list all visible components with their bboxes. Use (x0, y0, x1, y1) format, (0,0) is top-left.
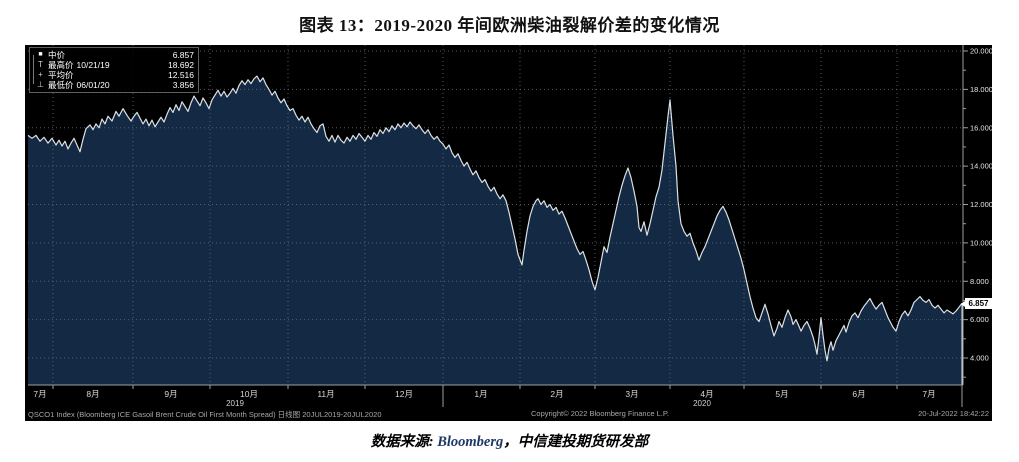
legend-value: 3.856 (172, 80, 194, 90)
legend-label: 平均价 (48, 70, 74, 80)
bloomberg-chart: 20.000 18.000 16.000 14.000 12.000 10.000 8.00… (25, 45, 992, 421)
svg-text:14.000: 14.000 (970, 162, 992, 171)
legend-label: 最低价 (48, 80, 74, 90)
svg-text:6月: 6月 (852, 389, 865, 399)
svg-text:8.000: 8.000 (970, 277, 989, 286)
source-prefix: 数据来源: (370, 434, 438, 450)
svg-text:2019: 2019 (226, 399, 244, 408)
legend-row-mid: ■ 中价 6.857 (36, 50, 194, 60)
svg-text:18.000: 18.000 (970, 85, 992, 94)
svg-text:6.000: 6.000 (970, 315, 989, 324)
svg-text:16.000: 16.000 (970, 123, 992, 132)
legend-row-low: ⊥ 最低价 06/01/20 3.856 (36, 80, 194, 90)
legend-date: 06/01/20 (76, 80, 110, 90)
data-source-caption: 数据来源: Bloomberg，中信建投期货研发部 (0, 430, 1019, 451)
mid-price-marker-icon: ■ (38, 51, 43, 58)
svg-text:10月: 10月 (240, 389, 258, 399)
svg-text:4月: 4月 (700, 389, 713, 399)
svg-text:9月: 9月 (164, 389, 177, 399)
svg-text:7月: 7月 (33, 389, 46, 399)
svg-text:20.000: 20.000 (970, 47, 992, 56)
legend-value: 12.516 (168, 70, 194, 80)
timestamp: 20-Jul-2022 18:42:22 (918, 409, 989, 418)
svg-text:7月: 7月 (922, 389, 935, 399)
last-price-badge: 6.857 (961, 298, 992, 309)
high-price-marker-icon: T (38, 60, 43, 69)
legend-value: 6.857 (172, 50, 194, 60)
legend-label: 最高价 (48, 60, 74, 70)
legend-value: 18.692 (168, 60, 194, 70)
svg-text:1月: 1月 (474, 389, 487, 399)
figure-title: 图表 13：2019-2020 年间欧洲柴油裂解价差的变化情况 (299, 16, 720, 35)
svg-text:8月: 8月 (86, 389, 99, 399)
svg-text:12.000: 12.000 (970, 200, 992, 209)
chart-legend: ■ 中价 6.857 T 最高价 10/21/19 18.692 + 平均价 1… (29, 47, 199, 93)
svg-text:3月: 3月 (625, 389, 638, 399)
source-name: Bloomberg (437, 434, 504, 450)
svg-text:10.000: 10.000 (970, 238, 992, 247)
legend-label: 中价 (48, 50, 66, 60)
svg-text:11月: 11月 (317, 389, 334, 399)
svg-text:4.000: 4.000 (970, 354, 989, 363)
chart-svg: 20.000 18.000 16.000 14.000 12.000 10.000 8.00… (25, 45, 992, 421)
avg-price-marker-icon: + (38, 70, 43, 79)
svg-text:2月: 2月 (550, 389, 563, 399)
svg-text:5月: 5月 (775, 389, 788, 399)
low-price-marker-icon: ⊥ (37, 80, 44, 89)
copyright-text: Copyright© 2022 Bloomberg Finance L.P. (531, 409, 669, 418)
chart-info-bar: QSCO1 Index (Bloomberg ICE Gasoil Brent … (25, 408, 992, 420)
legend-date: 10/21/19 (76, 60, 110, 70)
ticker-description: QSCO1 Index (Bloomberg ICE Gasoil Brent … (28, 410, 382, 419)
source-suffix: ，中信建投期货研发部 (503, 434, 649, 450)
legend-row-high: T 最高价 10/21/19 18.692 (36, 60, 194, 70)
svg-text:12月: 12月 (395, 389, 413, 399)
legend-row-avg: + 平均价 12.516 (36, 70, 194, 80)
svg-text:2020: 2020 (693, 399, 711, 408)
